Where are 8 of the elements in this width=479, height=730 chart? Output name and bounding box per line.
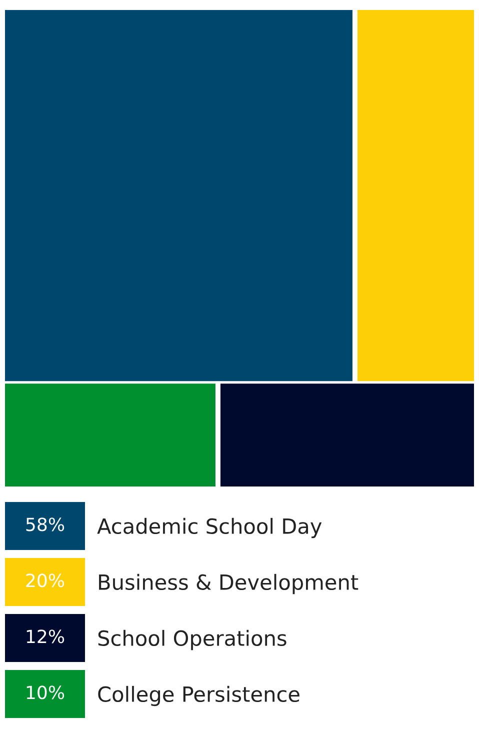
category-label: School Operations <box>98 630 286 650</box>
data-label: 58% <box>26 518 64 532</box>
category-label: Academic School Day <box>97 518 322 538</box>
data-label: 10% <box>26 686 64 700</box>
category-label: College Persistence <box>98 686 300 706</box>
category-label: Business & Development <box>99 574 358 594</box>
data-label: 12% <box>26 630 64 644</box>
data-label: 20% <box>26 574 64 588</box>
